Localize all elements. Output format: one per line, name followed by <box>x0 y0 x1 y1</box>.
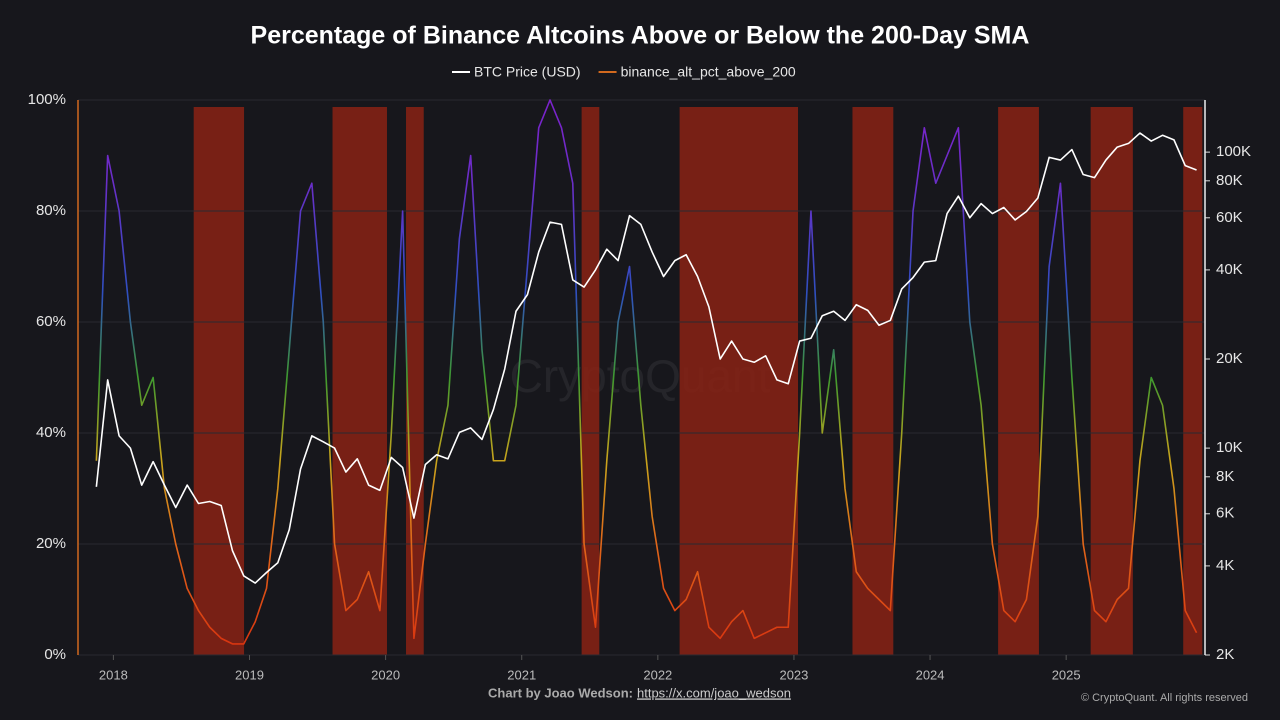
y-tick-label: 40% <box>36 424 66 441</box>
y2-tick-label: 10K <box>1216 439 1243 456</box>
highlight-region <box>581 107 600 655</box>
x-tick-label: 2021 <box>507 667 536 682</box>
footer-link[interactable]: https://x.com/joao_wedson <box>637 685 791 700</box>
y-tick-label: 60% <box>36 313 66 330</box>
y2-tick-label: 4K <box>1216 557 1234 574</box>
y2-tick-label: 6K <box>1216 505 1234 522</box>
chart-title: Percentage of Binance Altcoins Above or … <box>251 22 1030 50</box>
y2-tick-label: 60K <box>1216 209 1243 226</box>
y2-tick-label: 80K <box>1216 172 1243 189</box>
footer-text: Chart by Joao Wedson: <box>488 685 633 700</box>
y2-tick-label: 100K <box>1216 143 1251 160</box>
x-tick-label: 2024 <box>916 667 945 682</box>
y-tick-label: 80% <box>36 202 66 219</box>
y2-tick-label: 40K <box>1216 261 1243 278</box>
x-tick-label: 2018 <box>99 667 128 682</box>
highlight-region <box>1183 107 1203 655</box>
highlight-region <box>1090 107 1133 655</box>
y-tick-label: 20% <box>36 535 66 552</box>
legend-label: binance_alt_pct_above_200 <box>621 64 796 80</box>
btc-price-line <box>95 132 1197 584</box>
highlight-region <box>852 107 894 655</box>
x-tick-label: 2025 <box>1052 667 1081 682</box>
pct-line <box>95 99 1198 645</box>
y2-tick-label: 2K <box>1216 646 1234 663</box>
y-tick-label: 100% <box>28 91 66 108</box>
y-tick-label: 0% <box>44 646 66 663</box>
credit: © CryptoQuant. All rights reserved <box>1081 692 1248 704</box>
x-tick-label: 2022 <box>643 667 672 682</box>
x-tick-label: 2020 <box>371 667 400 682</box>
highlight-region <box>193 107 245 655</box>
highlight-region <box>998 107 1039 655</box>
x-tick-label: 2019 <box>235 667 264 682</box>
y2-tick-label: 20K <box>1216 350 1243 367</box>
legend-label: BTC Price (USD) <box>474 64 581 80</box>
x-tick-label: 2023 <box>779 667 808 682</box>
highlight-region <box>332 107 387 655</box>
y2-tick-label: 8K <box>1216 468 1234 485</box>
